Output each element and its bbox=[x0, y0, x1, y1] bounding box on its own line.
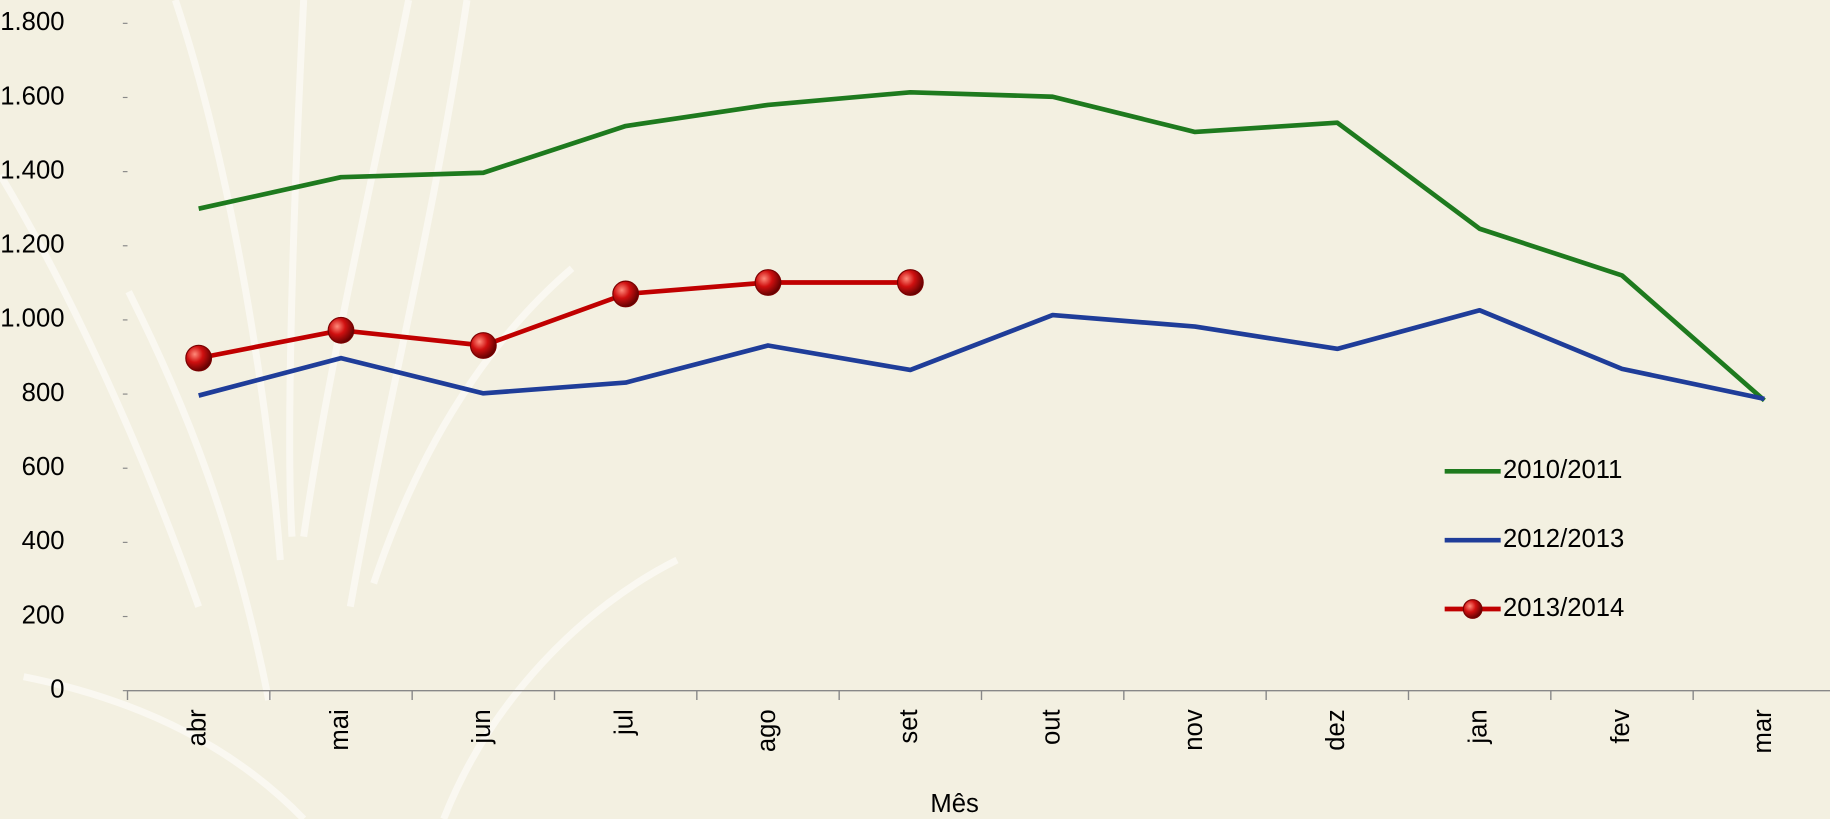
data-marker bbox=[755, 270, 781, 296]
x-tick-label: nov bbox=[1180, 709, 1208, 751]
y-tick-label: 1.000 bbox=[0, 305, 64, 333]
x-tick-label: abr bbox=[183, 709, 211, 747]
x-tick-label: jan bbox=[1464, 709, 1492, 744]
y-tick-label: 1.400 bbox=[0, 156, 64, 184]
x-axis-title: Mês bbox=[930, 790, 978, 818]
y-tick-label: 600 bbox=[22, 453, 65, 481]
data-marker bbox=[898, 270, 924, 296]
x-tick-label: fev bbox=[1607, 709, 1635, 743]
chart: Mês 0 200 400 600 800 1.000 1.200 1.400 1.600 1.8… bbox=[0, 0, 1830, 819]
y-tick-label: 0 bbox=[50, 675, 64, 703]
x-tick-label: dez bbox=[1322, 709, 1350, 750]
data-line bbox=[199, 310, 1765, 399]
y-tick-label: 1.600 bbox=[0, 82, 64, 110]
y-tick-label: 800 bbox=[22, 379, 65, 407]
background-decoration bbox=[0, 0, 677, 819]
legend-label: 2013/2014 bbox=[1503, 594, 1624, 622]
data-marker bbox=[613, 281, 639, 307]
x-tick-label: jul bbox=[610, 709, 638, 736]
data-marker bbox=[328, 317, 354, 343]
x-tick-label: set bbox=[895, 709, 923, 743]
legend-label: 2010/2011 bbox=[1503, 456, 1622, 484]
data-marker bbox=[471, 333, 497, 359]
x-tick-label: ago bbox=[753, 709, 781, 752]
y-tick-label: 1.200 bbox=[0, 231, 64, 259]
legend-label: 2012/2013 bbox=[1503, 525, 1624, 553]
data-marker bbox=[186, 345, 212, 371]
x-tick-label: mar bbox=[1749, 709, 1777, 754]
x-tick-label: mai bbox=[326, 709, 354, 750]
y-tick-label: 400 bbox=[22, 527, 65, 555]
legend-marker bbox=[1463, 600, 1482, 619]
y-tick-label: 1.800 bbox=[0, 8, 64, 36]
x-tick-label: out bbox=[1037, 709, 1065, 745]
x-tick-label: jun bbox=[468, 709, 496, 744]
data-line bbox=[199, 92, 1765, 400]
y-tick-label: 200 bbox=[22, 601, 65, 629]
data-line bbox=[199, 282, 911, 358]
